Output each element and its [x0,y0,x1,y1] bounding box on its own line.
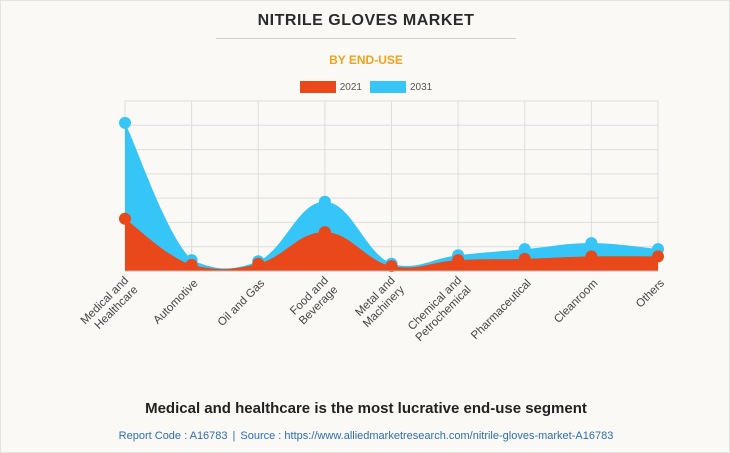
source-separator: | [232,430,236,442]
source-line: Report Code : A16783 | Source : https://ww… [1,430,730,442]
data-point-2021 [518,252,531,265]
data-point-2021 [452,254,465,267]
x-tick-label: Cleanroom [552,277,600,325]
data-point-2021 [119,212,131,225]
chart-title: NITRILE GLOVES MARKET [257,12,475,29]
x-tick-label: Chemical andPetrochemical [404,275,473,344]
data-point-2021 [652,250,664,263]
area-chart: Medical andHealthcare Automotive Oil and G… [79,100,667,344]
title-divider [216,38,516,39]
x-tick-label: Automotive [151,277,200,326]
area-series-2031 [125,122,658,271]
x-tick-label: Oil and Gas [216,277,268,329]
data-point-2031 [585,237,598,250]
data-point-2021 [252,257,265,270]
x-tick-label: Pharmaceutical [469,277,534,342]
data-point-2021 [185,258,198,271]
x-tick-label: Food andBeverage [288,275,341,328]
area-series-2021 [125,218,658,271]
data-point-2021 [318,226,331,239]
legend-swatch-2031 [370,81,406,93]
report-code: Report Code : A16783 [118,430,228,442]
legend: 2021 2031 [1,81,730,93]
data-point-2021 [585,250,598,263]
data-point-2031 [318,195,331,208]
legend-swatch-2021 [299,81,336,93]
chart-caption: Medical and healthcare is the most lucra… [145,400,587,417]
legend-label-2031: 2031 [410,81,433,93]
x-tick-label: Medical andHealthcare [79,275,141,337]
legend-item-2021[interactable]: 2021 [299,81,362,93]
source-url[interactable]: Source : https://www.alliedmarketresearc… [240,430,614,442]
data-point-2021 [385,260,398,273]
data-point-2031 [518,243,531,256]
x-tick-label: Others [634,277,667,310]
chart-subtitle: BY END-USE [329,53,403,67]
x-tick-label: Metal andMachinery [352,274,408,330]
data-point-2031 [119,116,131,129]
legend-item-2031[interactable]: 2031 [370,81,432,93]
legend-label-2021: 2021 [339,81,362,93]
